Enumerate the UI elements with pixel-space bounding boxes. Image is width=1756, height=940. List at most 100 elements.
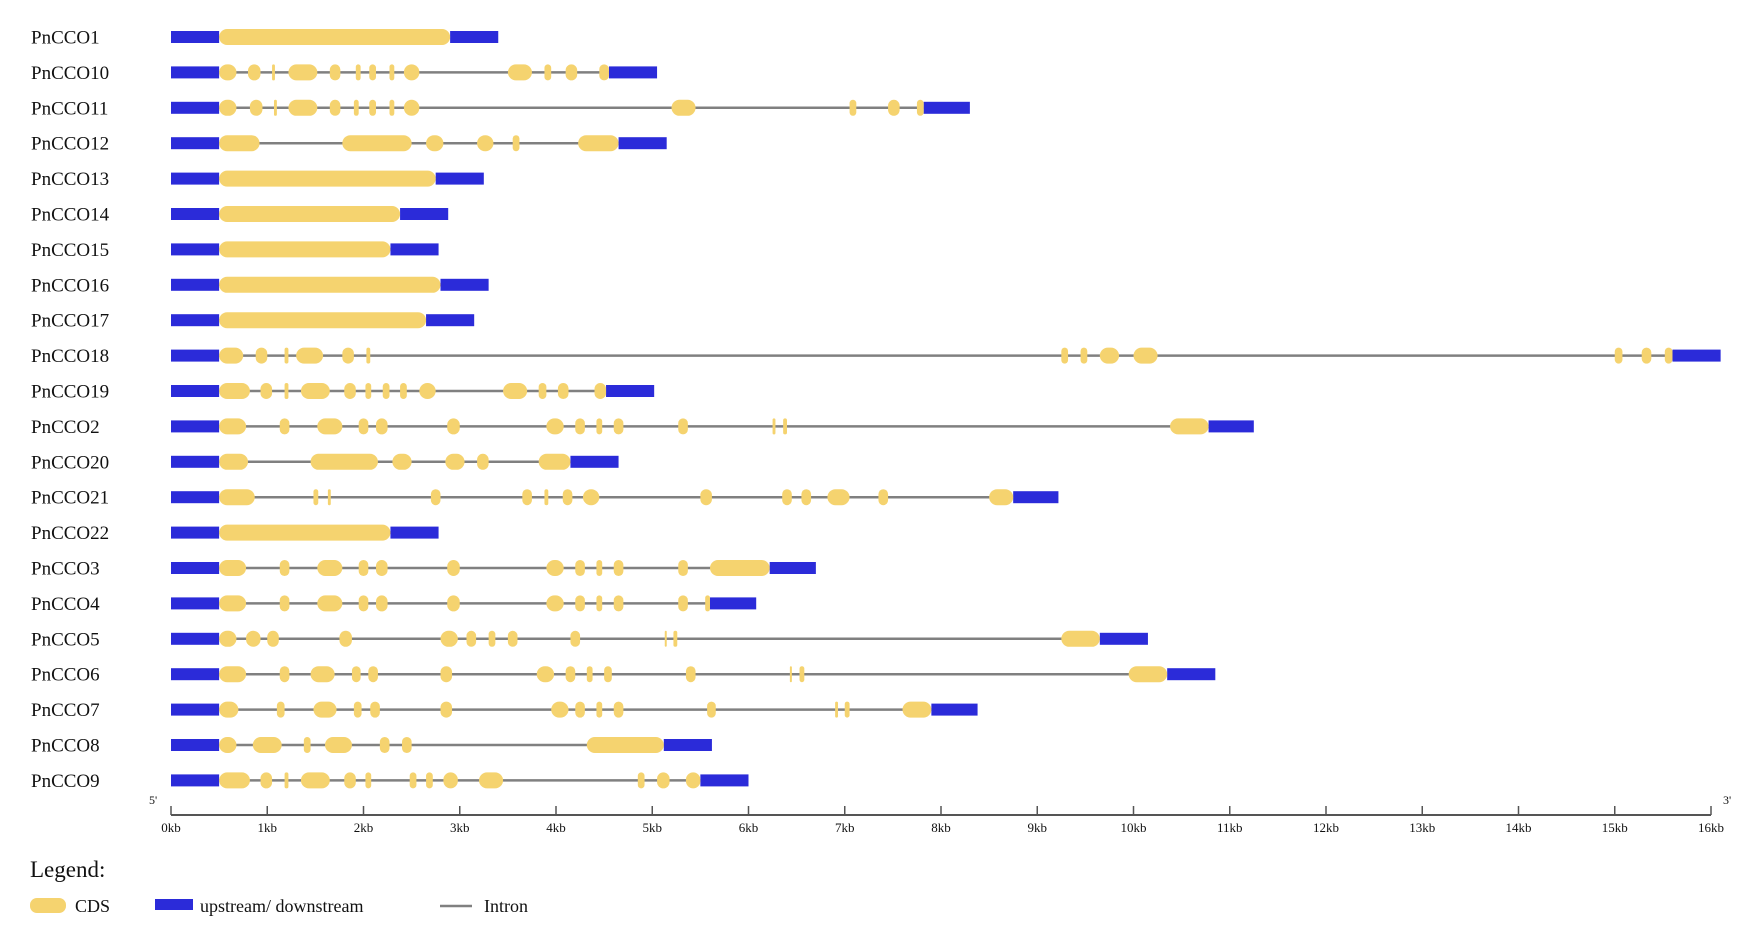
cds-exon [1128, 666, 1168, 683]
gene-label: PnCCO13 [31, 169, 109, 190]
cds-exon [445, 453, 465, 470]
cds-exon [426, 135, 444, 152]
upstream-region [171, 739, 220, 751]
axis-ticks: 0kb 1kb 2kb 3kb 4kb 5kb 6kb 7kb 8kb 9kb 10kb 11kb 12… [161, 806, 1724, 835]
cds-exon [613, 418, 624, 435]
cds-exon [219, 170, 436, 187]
cds-exon [368, 666, 378, 683]
downstream-region [440, 278, 489, 291]
cds-exon [329, 64, 341, 81]
cds-exon [678, 418, 688, 435]
axis-tick-label: 9kb [1028, 820, 1048, 835]
cds-exon [403, 64, 420, 81]
cds-exon [252, 737, 282, 753]
cds-exon [637, 772, 645, 789]
cds-exon [700, 489, 712, 506]
cds-exon [671, 99, 696, 116]
cds-exon [219, 595, 247, 612]
cds-exon [888, 99, 900, 116]
gene-row: PnCCO22 [31, 523, 439, 544]
gene-row: PnCCO3 [31, 559, 816, 580]
cds-exon [783, 418, 787, 435]
cds-exon [313, 701, 337, 718]
upstream-region [171, 632, 220, 645]
cds-exon [279, 418, 290, 435]
cds-exon [288, 99, 318, 116]
cds-exon [570, 630, 581, 647]
cds-exon [488, 630, 496, 647]
axis-tick-label: 4kb [546, 820, 566, 835]
cds-exon [789, 666, 792, 683]
cds-exon [219, 99, 237, 116]
cds-exon [279, 666, 290, 683]
cds-exon [827, 489, 850, 506]
upstream-region [171, 349, 220, 362]
cds-exon [246, 630, 261, 647]
cds-exon [522, 489, 532, 506]
cds-exon [705, 595, 710, 612]
gene-label: PnCCO11 [31, 98, 108, 119]
cds-exon [685, 772, 701, 789]
upstream-region [171, 774, 220, 787]
cds-exon [255, 347, 268, 364]
cds-exon [440, 666, 453, 683]
cds-exon [342, 135, 412, 152]
cds-exon [507, 630, 518, 647]
cds-exon [365, 383, 372, 399]
legend-title: Legend: [30, 857, 105, 882]
downstream-region [663, 739, 712, 751]
gene-row: PnCCO7 [31, 700, 978, 721]
cds-exon [219, 737, 237, 753]
cds-exon [419, 383, 436, 399]
cds-exon [447, 595, 460, 612]
cds-exon [1664, 347, 1673, 364]
gene-row: PnCCO10 [31, 63, 658, 84]
cds-exon [219, 453, 248, 470]
gene-label: PnCCO17 [31, 311, 109, 332]
cds-exon [370, 701, 380, 718]
upstream-region [171, 668, 220, 681]
downstream-region [710, 597, 757, 610]
cds-exon [288, 64, 318, 81]
cds-exon [219, 489, 255, 506]
cds-exon [596, 418, 603, 435]
cds-exon [219, 206, 401, 222]
gene-row: PnCCO19 [31, 382, 655, 403]
cds-exon [546, 560, 564, 576]
gene-label: PnCCO8 [31, 736, 100, 757]
cds-exon [503, 383, 528, 399]
downstream-region [390, 243, 439, 256]
gene-row: PnCCO18 [31, 346, 1721, 367]
upstream-region [171, 243, 220, 256]
cds-exon [565, 666, 576, 683]
gene-label: PnCCO6 [31, 665, 100, 686]
cds-exon [376, 560, 388, 576]
cds-exon [313, 489, 319, 506]
gene-label: PnCCO4 [31, 594, 100, 615]
downstream-region [618, 137, 667, 150]
cds-exon [1170, 418, 1209, 435]
cds-exon [1641, 347, 1652, 364]
cds-exon [849, 99, 857, 116]
downstream-region [435, 172, 484, 185]
cds-exon [562, 489, 573, 506]
cds-exon [440, 701, 453, 718]
cds-exon [1133, 347, 1158, 364]
cds-exon [284, 772, 289, 789]
downstream-region [1099, 632, 1148, 645]
gene-label: PnCCO19 [31, 382, 109, 403]
cds-exon [342, 347, 354, 364]
cds-exon [538, 383, 547, 399]
cds-exon [479, 772, 504, 789]
cds-exon [344, 383, 356, 399]
cds-exon [466, 630, 477, 647]
upstream-region [171, 562, 220, 574]
gene-label: PnCCO21 [31, 488, 109, 509]
cds-exon [1099, 347, 1120, 364]
cds-exon [685, 666, 696, 683]
cds-exon [604, 666, 612, 683]
legend-utr-label: upstream/ downstream [200, 896, 363, 916]
cds-exon [575, 418, 585, 435]
cds-exon [799, 666, 805, 683]
